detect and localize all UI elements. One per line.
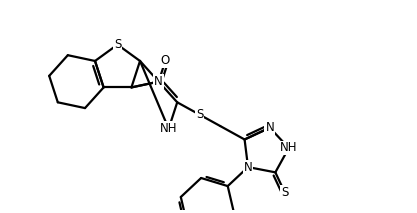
Text: N: N — [154, 75, 163, 88]
Text: O: O — [161, 54, 170, 67]
Text: N: N — [244, 161, 252, 174]
Text: S: S — [281, 186, 288, 199]
Text: NH: NH — [160, 122, 177, 135]
Text: NH: NH — [280, 141, 297, 154]
Text: N: N — [265, 121, 274, 134]
Text: S: S — [114, 38, 121, 51]
Text: S: S — [196, 108, 203, 121]
